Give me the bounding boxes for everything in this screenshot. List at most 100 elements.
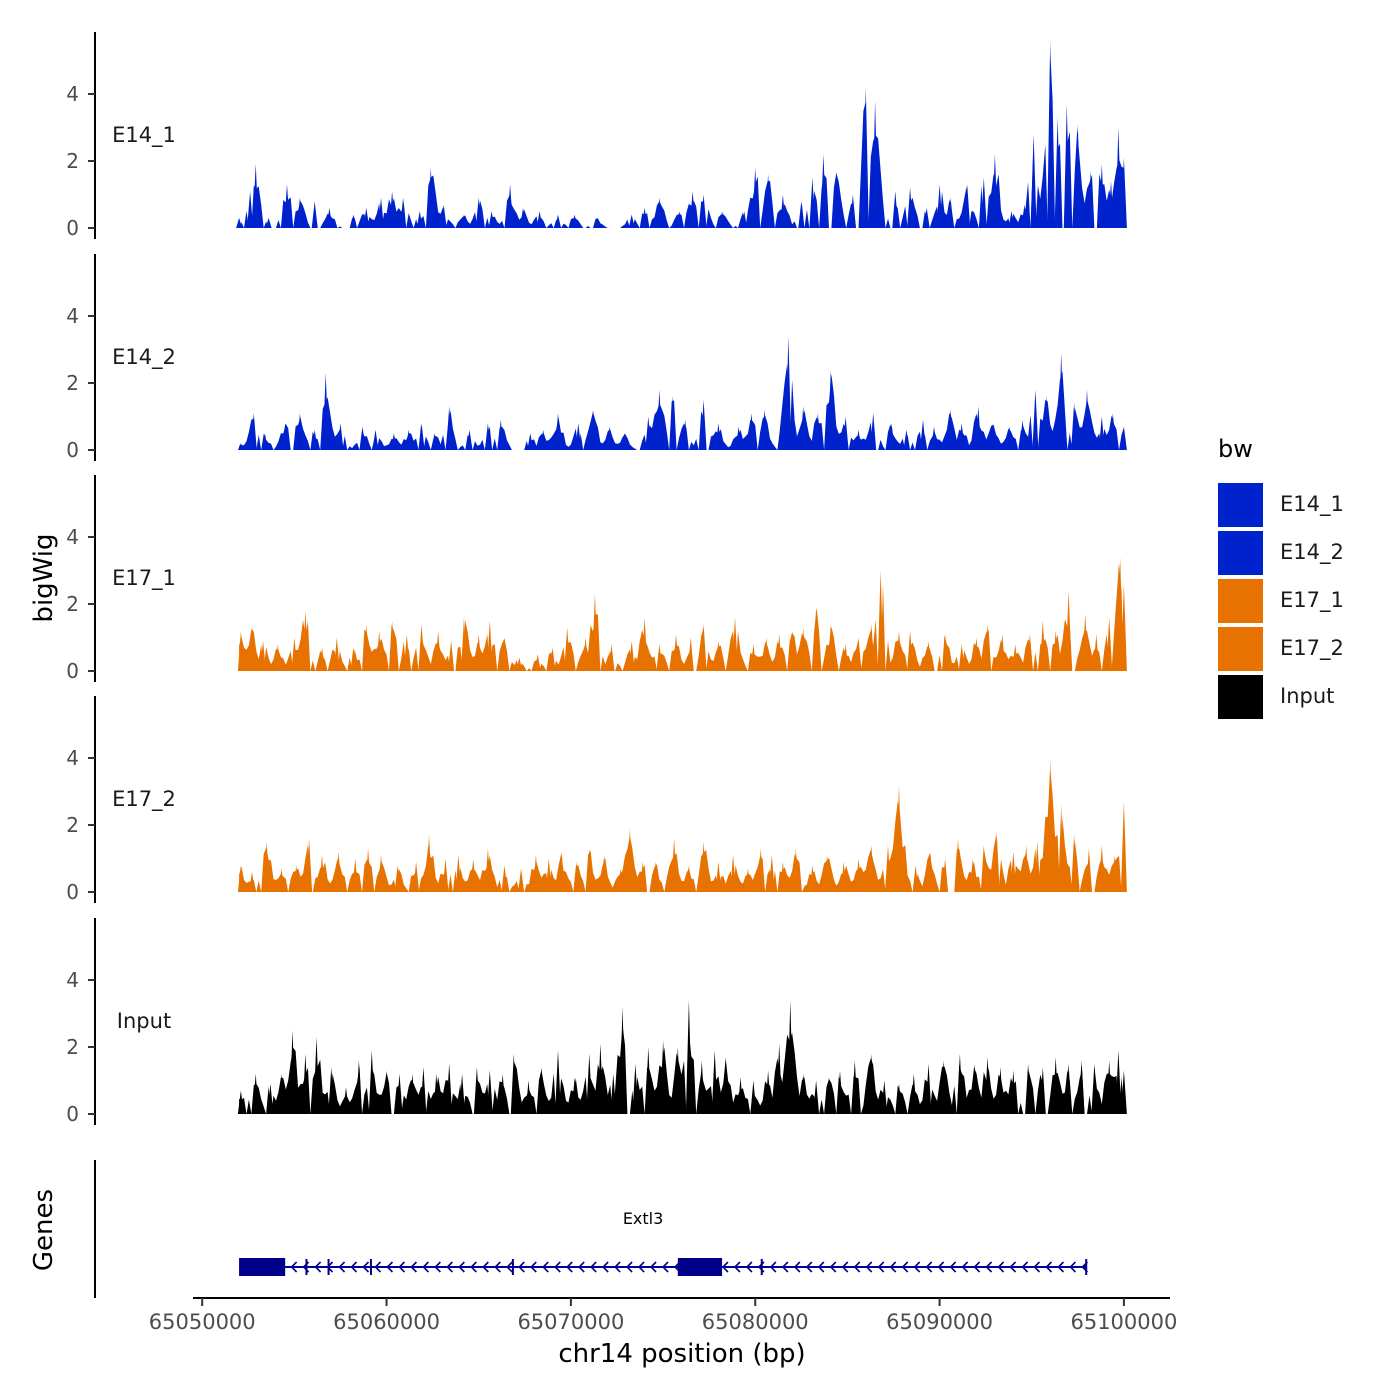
coverage-peak-input-44 xyxy=(813,1080,820,1114)
legend-swatch-e17-2 xyxy=(1218,627,1263,671)
legend-label-e17-1: E17_1 xyxy=(1280,588,1344,612)
coverage-peak-e17-1-26 xyxy=(608,644,615,671)
coverage-peak-e17-1-47 xyxy=(907,630,914,671)
coverage-peak-input-10 xyxy=(368,1050,375,1114)
coverage-peak-e17-2-31 xyxy=(685,865,692,892)
coverage-peak-e14-2-54 xyxy=(1071,403,1078,450)
coverage-peak-e17-2-11 xyxy=(394,865,401,892)
coverage-peak-input-57 xyxy=(997,1067,1004,1114)
coverage-peak-e17-1-32 xyxy=(700,624,707,671)
coverage-peak-input-26 xyxy=(586,1053,593,1114)
coverage-peak-input-13 xyxy=(409,1073,416,1114)
coverage-peak-e14-1-26 xyxy=(641,207,648,228)
coverage-peak-e14-1-39 xyxy=(833,171,840,228)
gene-extl3: Extl3 xyxy=(239,1209,1089,1276)
coverage-peak-e14-1-2 xyxy=(252,164,259,228)
coverage-peak-e17-2-47 xyxy=(912,865,919,892)
coverage-peak-input-51 xyxy=(910,1073,917,1114)
coverage-peak-e17-2-10 xyxy=(378,855,384,892)
coverage-peak-e17-2-33 xyxy=(715,861,722,892)
coverage-peak-input-19 xyxy=(486,1070,493,1114)
coverage-peak-e17-2-30 xyxy=(671,838,678,892)
coverage-peak-e17-1-16 xyxy=(461,617,467,671)
track-label-input: Input xyxy=(117,1009,171,1033)
coverage-peak-e17-2-12 xyxy=(413,861,420,892)
coverage-peak-e14-2-57 xyxy=(1109,413,1116,450)
coverage-peak-e17-2-60 xyxy=(1085,848,1092,892)
strand-arrow xyxy=(721,1261,729,1273)
coverage-peak-e14-2-55 xyxy=(1084,389,1090,450)
strand-arrow xyxy=(1069,1261,1077,1273)
coverage-peak-e14-1-44 xyxy=(907,187,914,228)
legend-swatch-e14-2 xyxy=(1218,531,1263,575)
coverage-peak-input-40 xyxy=(765,1070,772,1114)
coverage-peak-e17-2-54 xyxy=(1010,851,1017,892)
x-tick-label-65050000: 65050000 xyxy=(149,1310,256,1334)
coverage-peak-e17-1-33 xyxy=(715,640,722,671)
coverage-peak-e14-1-25 xyxy=(628,214,635,228)
coverage-peak-e17-2-20 xyxy=(532,855,539,892)
coverage-peak-e17-1-34 xyxy=(732,617,738,671)
coverage-peak-e17-1-12 xyxy=(403,634,410,671)
legend-label-input: Input xyxy=(1280,684,1335,708)
coverage-peak-e14-1-17 xyxy=(475,197,482,228)
strand-arrow xyxy=(841,1261,849,1273)
coverage-peak-input-36 xyxy=(711,1050,718,1114)
coverage-peak-input-53 xyxy=(940,1060,947,1114)
coverage-peak-e14-1-7 xyxy=(326,207,333,228)
coverage-peak-e17-2-19 xyxy=(518,868,525,892)
y-tick-label-e14-1-4: 4 xyxy=(66,82,79,106)
coverage-peak-input-15 xyxy=(433,1073,440,1114)
coverage-peak-e14-2-6 xyxy=(322,372,329,450)
coverage-peak-e14-1-11 xyxy=(389,191,396,228)
strand-arrow xyxy=(566,1261,573,1273)
coverage-peak-e17-1-62 xyxy=(1117,557,1124,671)
coverage-peak-input-34 xyxy=(685,1000,692,1114)
gene-models: Extl3 xyxy=(239,1209,1089,1276)
legend-item-e14-1: E14_1 xyxy=(1218,480,1388,528)
coverage-peak-e17-2-46 xyxy=(896,784,902,892)
coverage-peak-e17-1-61 xyxy=(1106,617,1113,671)
strand-arrow xyxy=(530,1261,537,1273)
coverage-peak-e14-2-52 xyxy=(1043,396,1050,450)
coverage-peak-e14-2-26 xyxy=(656,389,663,450)
coverage-peak-e14-1-37 xyxy=(809,177,816,228)
coverage-peak-e14-2-42 xyxy=(903,429,910,450)
coverage-peak-e14-1-31 xyxy=(719,211,726,228)
coverage-peak-e14-2-48 xyxy=(990,423,996,450)
gene-name-extl3: Extl3 xyxy=(623,1209,663,1228)
coverage-peak-e17-1-0 xyxy=(237,630,244,671)
exon-3 xyxy=(369,1259,372,1275)
y-tick-label-e17-2-4: 4 xyxy=(66,746,79,770)
coverage-peak-input-0 xyxy=(237,1090,244,1114)
coverage-peak-e14-1-55 xyxy=(1047,40,1054,229)
coverage-peak-e17-1-44 xyxy=(868,624,875,671)
coverage-peak-e17-2-28 xyxy=(639,861,646,892)
coverage-area-input xyxy=(239,1024,1124,1114)
coverage-peak-input-66 xyxy=(1115,1050,1122,1114)
coverage-peak-e17-1-29 xyxy=(656,644,663,671)
coverage-peak-input-52 xyxy=(925,1063,932,1114)
coverage-peak-e17-2-39 xyxy=(792,848,799,892)
coverage-peak-e14-1-49 xyxy=(980,177,987,228)
strand-arrow xyxy=(290,1261,298,1273)
coverage-peak-e14-1-23 xyxy=(571,214,578,228)
coverage-peak-e17-2-41 xyxy=(824,855,831,892)
coverage-peak-e17-1-14 xyxy=(435,630,442,671)
strand-arrow xyxy=(949,1261,957,1273)
coverage-peak-input-30 xyxy=(632,1063,639,1114)
coverage-peak-e17-1-4 xyxy=(291,637,298,671)
coverage-peak-e17-2-13 xyxy=(426,835,432,892)
coverage-peak-e17-1-45 xyxy=(877,570,884,671)
coverage-peak-e17-2-3 xyxy=(278,868,285,892)
coverage-peak-e17-2-14 xyxy=(442,858,449,892)
coverage-tracks: 0 2 4 E14_1 0 2 4 E14_2 0 2 4 E17_1 0 2 4 E17_2 0 2 4 Input xyxy=(66,32,1127,1126)
strand-arrow xyxy=(853,1261,861,1273)
track-label-e14-2: E14_2 xyxy=(112,345,176,370)
coverage-peak-e17-2-24 xyxy=(586,848,593,892)
track-label-e14-1: E14_1 xyxy=(112,123,176,148)
coverage-peak-e17-2-50 xyxy=(955,838,961,892)
strand-arrow xyxy=(386,1261,394,1273)
coverage-peak-e17-2-32 xyxy=(700,841,707,892)
coverage-peak-e14-1-1 xyxy=(247,191,254,228)
